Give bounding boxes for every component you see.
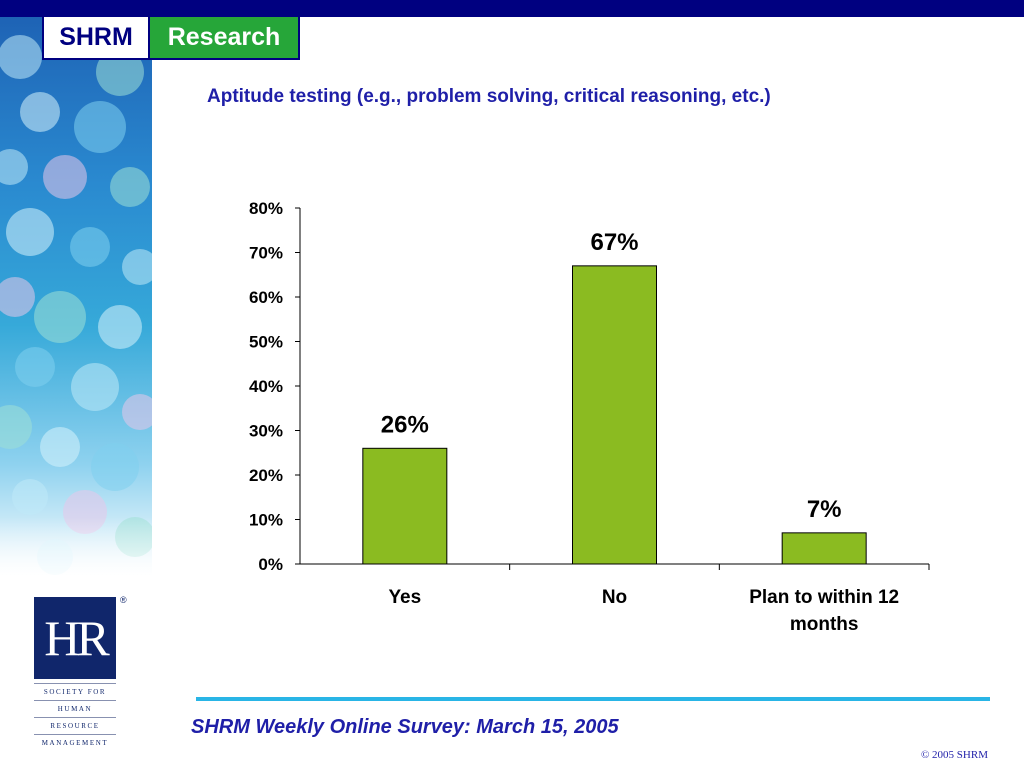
y-tick-label: 30%: [249, 422, 283, 441]
bokeh-dot: [91, 443, 139, 491]
bokeh-dot: [0, 277, 35, 317]
bokeh-dot: [98, 305, 142, 349]
category-label: Yes: [388, 587, 421, 608]
brand-research-label: Research: [150, 17, 298, 58]
bar: [572, 265, 657, 565]
bar-value-label: 7%: [807, 496, 842, 523]
hr-logo-line-4: MANAGEMENT: [41, 739, 109, 747]
bokeh-dot: [71, 363, 119, 411]
footer-divider: [196, 697, 990, 701]
copyright-notice: © 2005 SHRM: [920, 749, 988, 761]
shrm-research-logo: SHRM Research: [42, 17, 300, 60]
brand-shrm-label: SHRM: [44, 17, 150, 58]
bokeh-dot: [0, 149, 28, 185]
hr-logo-line-1: SOCIETY FOR: [43, 688, 107, 696]
bokeh-dot: [43, 155, 87, 199]
y-tick-label: 0%: [258, 555, 283, 574]
bokeh-dot: [34, 291, 86, 343]
survey-source-title: SHRM Weekly Online Survey: March 15, 200…: [191, 716, 619, 738]
y-tick-label: 40%: [249, 377, 283, 396]
bar: [781, 532, 867, 565]
bar-value-label: 67%: [590, 229, 638, 256]
bokeh-dot: [122, 249, 152, 285]
y-tick-label: 10%: [249, 511, 283, 530]
bar-chart: 0% 10% 20% 30% 40% 50% 60% 70% 80% 26% Yes 67% No 7% P…: [249, 199, 930, 635]
bokeh-dot: [74, 101, 126, 153]
chart-title: Aptitude testing (e.g., problem solving,…: [207, 86, 771, 107]
y-tick-label: 80%: [249, 199, 283, 218]
hr-logo-line-2: HUMAN: [57, 705, 93, 713]
category-label: No: [602, 587, 627, 608]
hr-logo-text: SOCIETY FOR HUMAN RESOURCE MANAGEMENT: [34, 683, 116, 751]
bokeh-dot: [12, 479, 48, 515]
hr-logo-line-3: RESOURCE: [50, 722, 100, 730]
bokeh-dot: [0, 405, 32, 449]
hr-logo-mark: HR: [34, 597, 116, 679]
y-tick-label: 70%: [249, 244, 283, 263]
bokeh-dot: [70, 227, 110, 267]
shrm-hr-logo: HR ® SOCIETY FOR HUMAN RESOURCE MANAGEME…: [34, 595, 127, 751]
y-tick-label: 60%: [249, 288, 283, 307]
bar: [362, 447, 448, 565]
bar-value-label: 26%: [381, 411, 429, 438]
side-panel-fade: [0, 517, 152, 577]
bokeh-background-image: [0, 19, 152, 575]
bokeh-dot: [40, 427, 80, 467]
registered-mark: ®: [120, 595, 127, 605]
bokeh-dot: [0, 35, 42, 79]
y-tick-label: 50%: [249, 333, 283, 352]
category-label: Plan to within 12 months: [749, 587, 899, 635]
bokeh-dot: [122, 394, 152, 430]
y-tick-label: 20%: [249, 466, 283, 485]
bokeh-dot: [6, 208, 54, 256]
decorative-side-panel: [0, 17, 152, 577]
bokeh-dot: [20, 92, 60, 132]
bokeh-dot: [110, 167, 150, 207]
bokeh-dot: [96, 48, 144, 96]
top-banner-bar: [0, 0, 1024, 17]
bokeh-dot: [15, 347, 55, 387]
